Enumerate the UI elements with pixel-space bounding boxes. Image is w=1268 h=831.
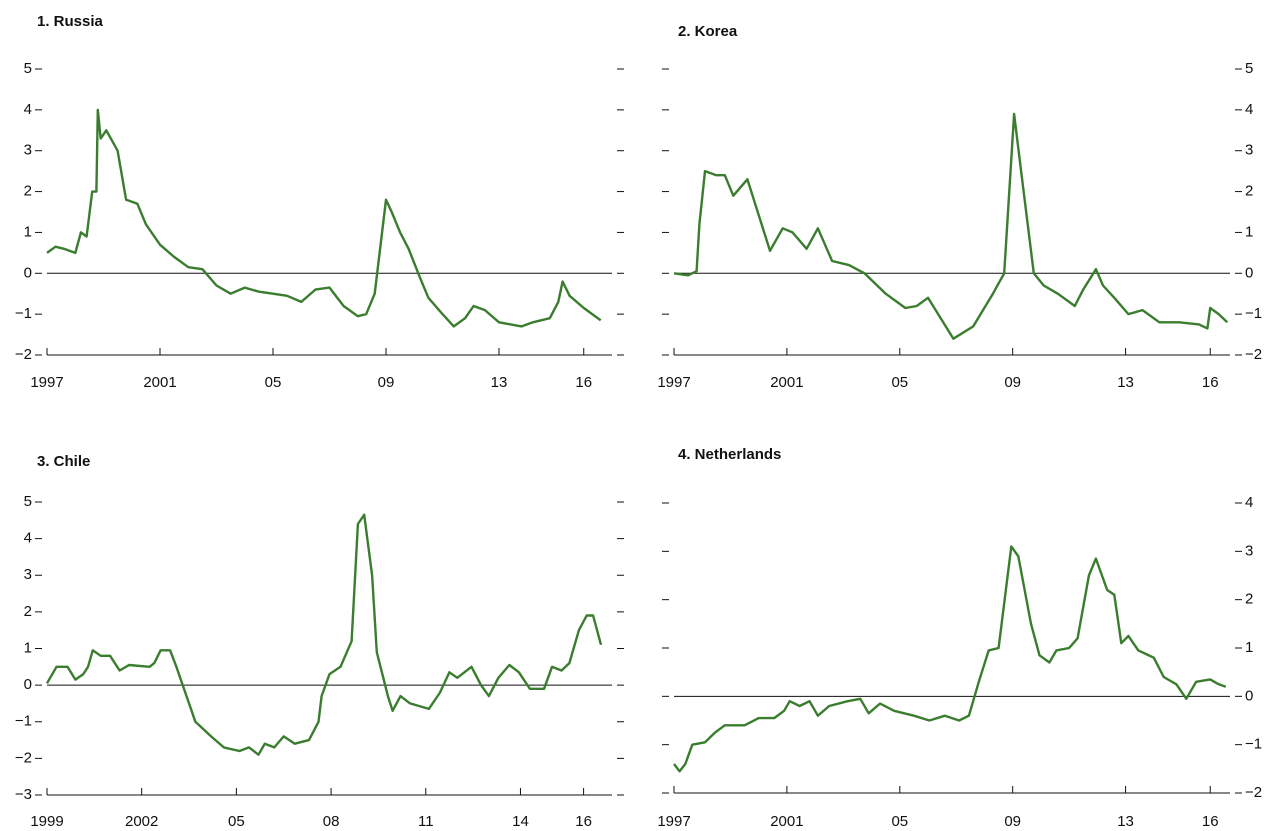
y-tick-label: 0 [1245, 687, 1253, 704]
y-tick-label: −2 [15, 749, 32, 766]
y-tick-label: 1 [1245, 639, 1253, 656]
x-tick-label: 2001 [770, 374, 803, 391]
panel-title: 3. Chile [37, 453, 90, 470]
y-tick-label: −1 [15, 305, 32, 322]
x-tick-label: 13 [1117, 374, 1134, 391]
x-tick-label: 1997 [657, 813, 690, 830]
y-tick-label: 2 [1245, 183, 1253, 200]
x-tick-label: 09 [1004, 374, 1021, 391]
y-tick-label: 2 [24, 603, 32, 620]
y-tick-label: −2 [1245, 784, 1262, 801]
y-tick-label: 3 [24, 142, 32, 159]
y-tick-label: 4 [24, 101, 32, 118]
x-tick-label: 1997 [657, 374, 690, 391]
y-tick-label: 2 [1245, 591, 1253, 608]
y-tick-label: 1 [24, 223, 32, 240]
x-tick-label: 09 [378, 374, 395, 391]
data-line [673, 545, 1227, 773]
x-tick-label: 05 [891, 813, 908, 830]
y-tick-label: 1 [1245, 223, 1253, 240]
x-tick-label: 14 [512, 813, 529, 830]
y-tick-label: 5 [24, 493, 32, 510]
y-tick-label: 4 [24, 530, 32, 547]
y-tick-label: 3 [1245, 142, 1253, 159]
x-tick-label: 09 [1004, 813, 1021, 830]
y-tick-label: −1 [1245, 736, 1262, 753]
y-tick-label: 0 [24, 264, 32, 281]
x-tick-label: 05 [891, 374, 908, 391]
x-tick-label: 13 [1117, 813, 1134, 830]
x-tick-label: 2002 [125, 813, 158, 830]
x-tick-label: 11 [418, 813, 434, 830]
y-tick-label: 5 [24, 60, 32, 77]
y-tick-label: −3 [15, 786, 32, 803]
data-line [46, 108, 602, 328]
x-tick-label: 2001 [770, 813, 803, 830]
x-tick-label: 16 [1202, 374, 1219, 391]
y-tick-label: −1 [15, 713, 32, 730]
y-tick-label: 3 [1245, 542, 1253, 559]
x-tick-label: 05 [265, 374, 282, 391]
data-line [673, 112, 1229, 340]
y-tick-label: 0 [24, 676, 32, 693]
x-tick-label: 16 [575, 374, 592, 391]
y-tick-label: 4 [1245, 494, 1253, 511]
x-tick-label: 13 [491, 374, 508, 391]
panel-title: 2. Korea [678, 23, 738, 40]
x-tick-label: 05 [228, 813, 245, 830]
x-tick-label: 08 [323, 813, 340, 830]
data-line [45, 513, 603, 756]
panel-title: 1. Russia [37, 13, 104, 30]
y-tick-label: 5 [1245, 60, 1253, 77]
y-tick-label: 1 [24, 639, 32, 656]
x-tick-label: 2001 [143, 374, 176, 391]
y-tick-label: −2 [15, 346, 32, 363]
x-tick-label: 16 [575, 813, 592, 830]
y-tick-label: 4 [1245, 101, 1253, 118]
y-tick-label: −2 [1245, 346, 1262, 363]
y-tick-label: 2 [24, 183, 32, 200]
y-tick-label: 3 [24, 566, 32, 583]
x-tick-label: 1997 [30, 374, 63, 391]
x-tick-label: 1999 [30, 813, 63, 830]
x-tick-label: 16 [1202, 813, 1219, 830]
y-tick-label: 0 [1245, 264, 1253, 281]
panel-title: 4. Netherlands [678, 446, 781, 463]
y-tick-label: −1 [1245, 305, 1262, 322]
